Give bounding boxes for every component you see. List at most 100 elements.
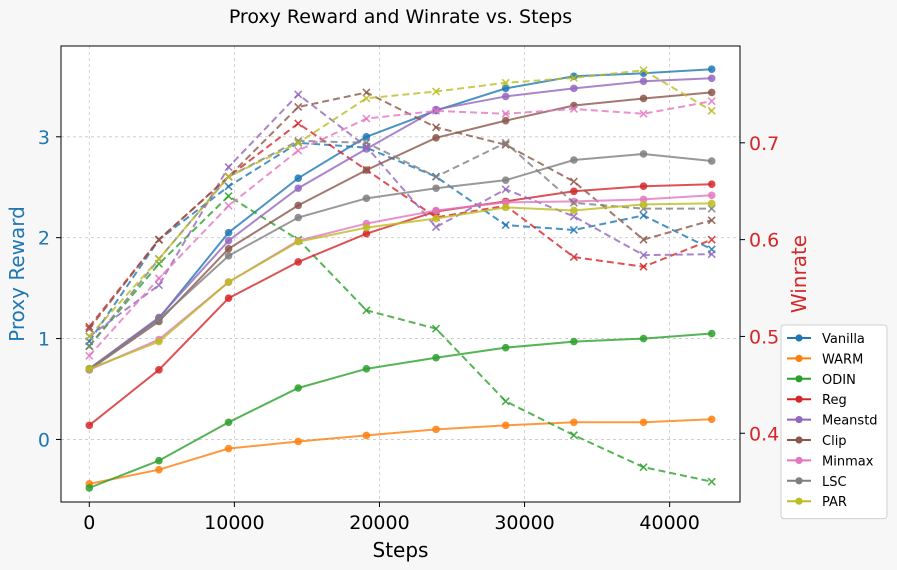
reward-point-lsc [294, 213, 303, 222]
reward-point-meanstd [294, 184, 303, 193]
legend-swatch-marker [795, 436, 803, 444]
reward-point-reg [707, 180, 716, 189]
winrate-point-minmax [707, 97, 716, 106]
reward-point-reg [570, 187, 578, 196]
reward-point-clip [707, 88, 716, 97]
y-left-tick-label: 0 [38, 429, 50, 451]
winrate-point-lsc [362, 138, 371, 147]
winrate-point-clip [569, 177, 578, 186]
winrate-point-reg [569, 252, 578, 262]
winrate-point-odin [224, 191, 233, 201]
x-tick-label: 40000 [639, 512, 699, 534]
legend-item-meanstd: Meanstd [787, 414, 878, 429]
reward-point-odin [707, 329, 716, 338]
winrate-point-vanilla [639, 211, 648, 220]
reward-point-lsc [362, 194, 371, 203]
x-tick-label: 20000 [349, 512, 409, 534]
reward-point-par [639, 200, 648, 209]
reward-point-par [501, 203, 510, 212]
winrate-point-odin [569, 431, 578, 440]
reward-point-par [707, 199, 716, 208]
reward-point-warm [639, 418, 648, 427]
reward-point-lsc [501, 176, 510, 184]
reward-point-meanstd [639, 77, 648, 86]
winrate-point-clip [707, 216, 716, 225]
reward-point-odin [501, 343, 510, 352]
winrate-point-reg [707, 235, 716, 244]
legend-label: Clip [822, 434, 847, 449]
reward-point-warm [362, 431, 371, 440]
reward-point-par [362, 223, 371, 232]
legend-label: Minmax [822, 454, 874, 469]
winrate-point-par [431, 87, 441, 96]
winrate-point-odin [639, 463, 648, 472]
reward-point-clip [432, 134, 440, 142]
legend-swatch-marker [795, 334, 803, 342]
legend-swatch-marker [795, 456, 803, 464]
reward-point-lsc [155, 315, 163, 324]
series-meanstd [85, 74, 716, 373]
series-odin [85, 191, 716, 492]
winrate-point-odin [501, 397, 510, 406]
legend-swatch-marker [795, 375, 803, 383]
reward-point-clip [224, 244, 233, 253]
winrate-point-clip [501, 140, 510, 149]
winrate-point-odin [431, 324, 441, 333]
winrate-point-par [85, 332, 94, 341]
plot-area [61, 46, 740, 502]
winrate-line-par [88, 69, 713, 338]
reward-point-warm [707, 415, 716, 424]
winrate-line-vanilla [88, 141, 713, 342]
winrate-line-minmax [88, 100, 712, 357]
legend: Vanilla WARM ODIN Reg Meanstd Clip Minmax LSC PA… [780, 324, 888, 520]
winrate-point-par [294, 138, 303, 147]
winrate-point-par [501, 78, 510, 87]
winrate-point-par [639, 66, 648, 75]
winrate-point-minmax [501, 109, 510, 118]
winrate-line-meanstd [88, 93, 712, 338]
legend-item-warm: WARM [787, 352, 863, 367]
winrate-point-clip [154, 235, 163, 244]
winrate-point-clip [431, 123, 441, 132]
reward-point-clip [639, 94, 648, 103]
reward-line-clip [88, 91, 712, 371]
winrate-point-clip [294, 102, 303, 112]
winrate-point-par [707, 106, 716, 115]
winrate-point-vanilla [501, 221, 510, 230]
winrate-point-reg [294, 119, 303, 128]
reward-point-warm [224, 444, 233, 453]
winrate-point-minmax [85, 351, 94, 360]
winrate-point-meanstd [707, 250, 716, 259]
winrate-point-clip [639, 235, 648, 244]
reward-point-odin [224, 418, 233, 427]
reward-point-odin [155, 456, 163, 465]
plot-frame [60, 45, 741, 503]
reward-point-lsc [707, 157, 716, 165]
y-right-tick-label: 0.5 [749, 326, 779, 348]
legend-swatch-marker [795, 497, 803, 505]
reward-point-odin [639, 334, 648, 343]
reward-point-par [85, 365, 94, 373]
reward-point-reg [639, 182, 648, 191]
reward-point-reg [294, 258, 303, 266]
reward-point-reg [362, 229, 371, 238]
reward-point-minmax [570, 197, 578, 206]
reward-point-warm [432, 425, 440, 434]
y-right-axis-label: Winrate [787, 235, 811, 313]
y-right-tick-label: 0.7 [749, 133, 779, 155]
reward-point-par [224, 278, 233, 286]
reward-point-odin [294, 384, 303, 392]
legend-item-par: PAR [787, 495, 847, 510]
winrate-point-par [362, 94, 371, 103]
reward-point-odin [570, 337, 578, 346]
reward-point-meanstd [570, 84, 578, 93]
winrate-point-meanstd [294, 90, 303, 99]
reward-point-par [155, 337, 163, 346]
winrate-point-meanstd [639, 251, 648, 260]
winrate-point-minmax [639, 109, 648, 118]
y-left-tick-label: 1 [38, 329, 50, 351]
reward-line-warm [89, 418, 712, 485]
winrate-point-minmax [569, 104, 578, 113]
reward-point-vanilla [294, 174, 303, 182]
